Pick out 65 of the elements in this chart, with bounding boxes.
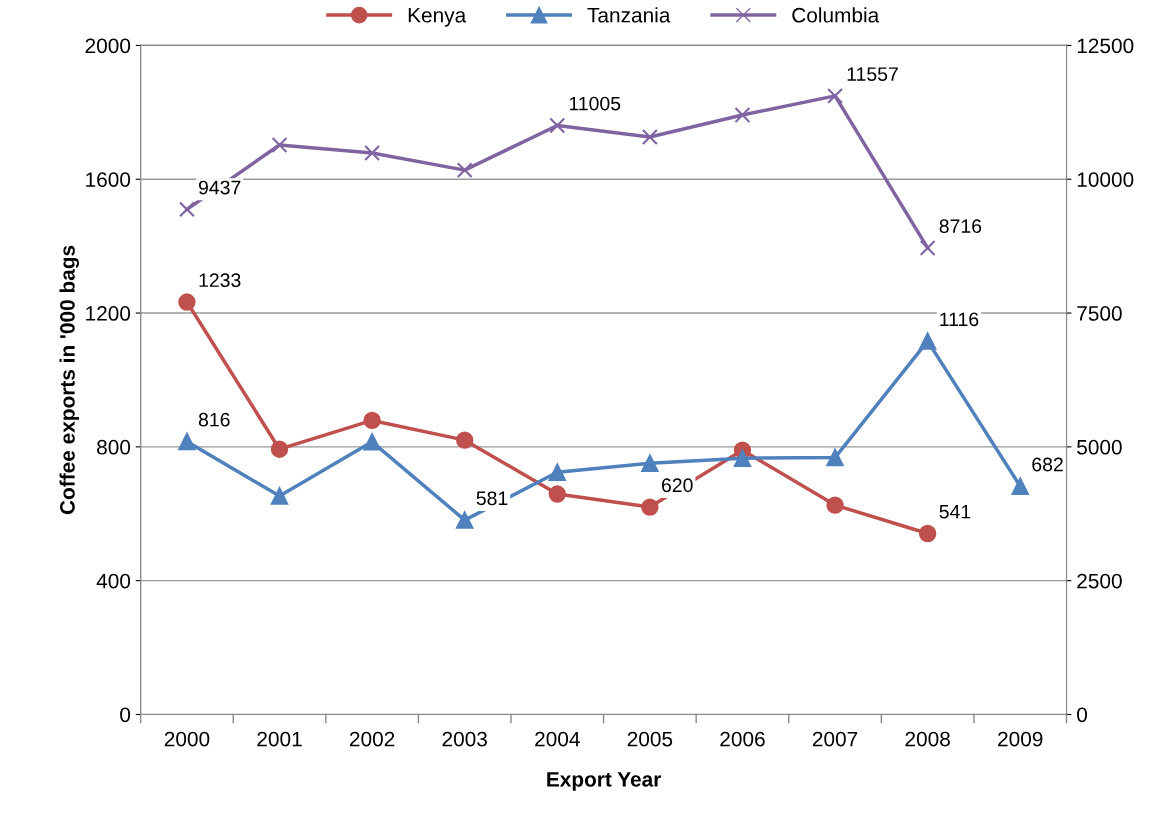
x-tick-label: 2007: [812, 731, 858, 747]
point: [363, 433, 381, 451]
point: [734, 107, 751, 123]
point: [271, 137, 288, 153]
point: [918, 332, 937, 350]
legend-label: Kenya: [408, 8, 467, 27]
point: [919, 239, 936, 256]
point: [549, 117, 566, 134]
data-label: 11557: [847, 67, 898, 81]
data-label: 682: [1032, 457, 1063, 472]
y2-tick-label: 12500: [1077, 38, 1134, 54]
data-label: 620: [661, 478, 693, 493]
point: [826, 448, 844, 467]
point: [270, 440, 289, 458]
x-tick-label: 2008: [905, 731, 950, 747]
x-tick-label: 2001: [257, 731, 302, 747]
data-label: 541: [939, 504, 971, 519]
data-label: 8716: [939, 219, 982, 234]
point: [641, 498, 659, 516]
y-tick-label: 400: [96, 573, 131, 589]
data-label: 581: [476, 491, 508, 506]
y2-tick-label: 2500: [1077, 573, 1122, 589]
data-label: 1116: [940, 312, 979, 327]
point: [827, 87, 844, 104]
point: [178, 293, 196, 311]
x-tick-label: 2004: [535, 731, 580, 747]
y-tick-label: 0: [120, 707, 131, 723]
y-tick-label: 2000: [85, 38, 131, 54]
point: [826, 496, 844, 514]
x-tick-label: 2006: [720, 731, 765, 747]
y-tick-label: 1600: [86, 172, 131, 187]
data-label: 816: [198, 412, 230, 427]
y2-tick-label: 5000: [1077, 439, 1122, 455]
y2-tick-label: 10000: [1077, 172, 1134, 187]
x-tick-label: 2005: [627, 731, 673, 747]
point: [456, 511, 474, 529]
data-label: 1233: [199, 273, 241, 288]
x-axis-title: Export Year: [547, 772, 661, 791]
point: [178, 201, 195, 218]
point: [641, 128, 658, 145]
point: [548, 485, 566, 503]
y-tick-label: 800: [97, 439, 131, 455]
legend-label: Tanzania: [587, 7, 671, 23]
x-tick-label: 2002: [349, 731, 395, 747]
point: [363, 411, 381, 430]
y2-tick-label: 0: [1077, 707, 1088, 723]
point: [270, 487, 289, 505]
data-label: 9437: [198, 180, 241, 195]
point: [364, 145, 381, 161]
point: [178, 432, 196, 451]
x-tick-label: 2000: [164, 731, 210, 747]
point: [456, 162, 473, 179]
legend-label: Columbia: [792, 7, 880, 23]
data-label: 11005: [569, 96, 621, 111]
y2-tick-label: 7500: [1077, 306, 1122, 321]
point: [733, 449, 752, 467]
point: [1011, 477, 1029, 496]
point: [641, 454, 659, 472]
y-tick-label: 1200: [86, 306, 131, 321]
point: [918, 524, 937, 543]
y-axis-title: Coffee exports in '000 bags: [59, 245, 80, 515]
point: [456, 431, 474, 449]
x-tick-label: 2003: [442, 731, 487, 747]
point: [548, 463, 566, 481]
x-tick-label: 2009: [998, 731, 1043, 747]
